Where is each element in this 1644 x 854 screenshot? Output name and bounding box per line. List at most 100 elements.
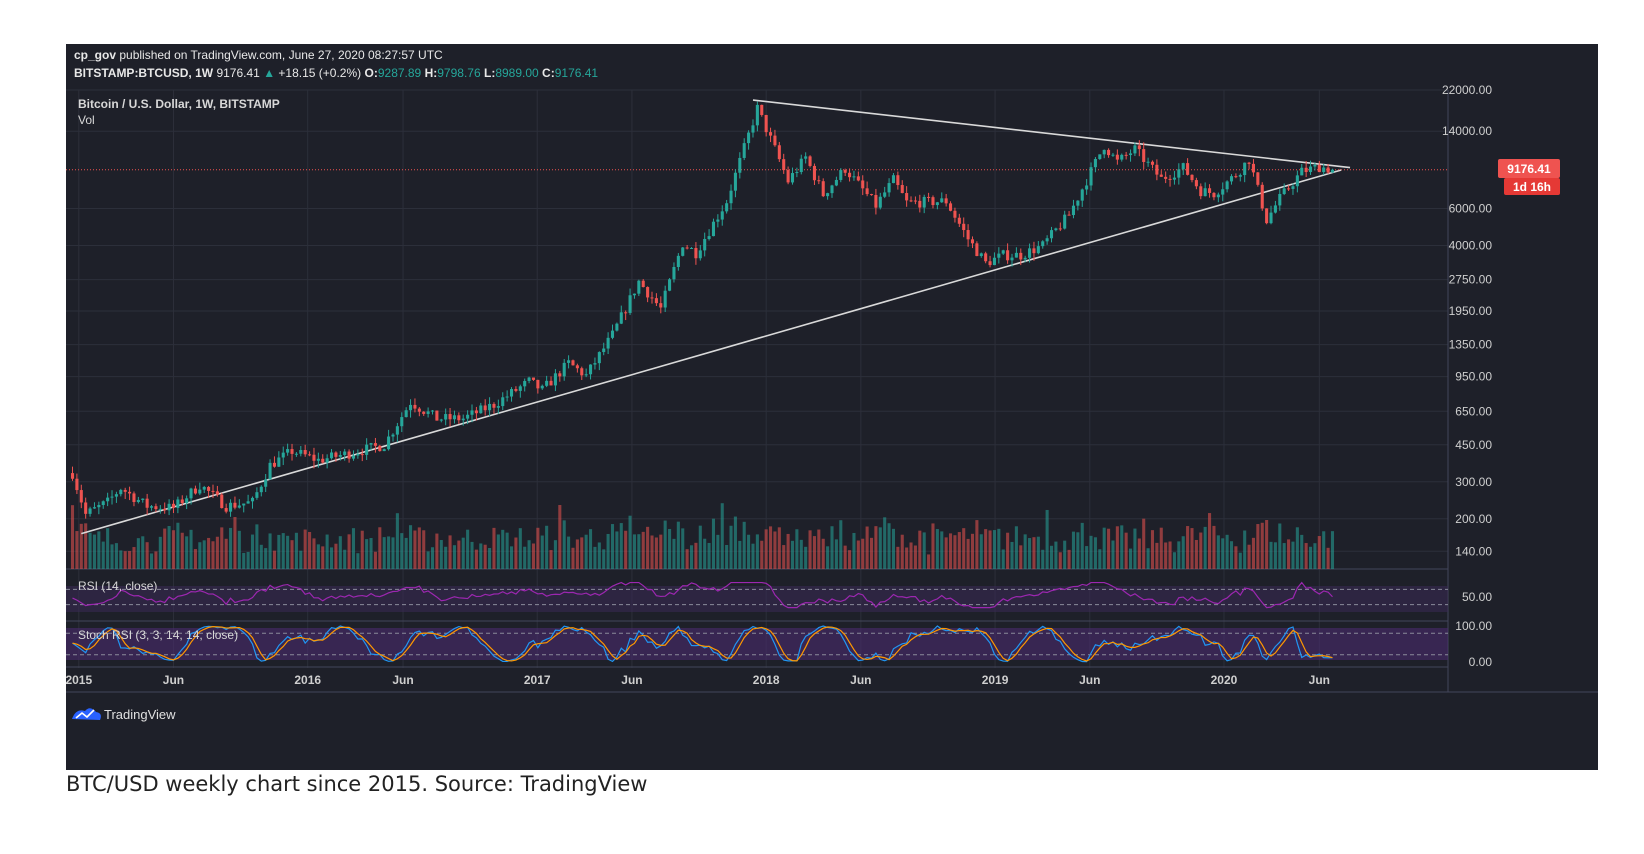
candle-body (1150, 161, 1155, 165)
candle-body (549, 380, 553, 386)
candle-body (1330, 169, 1335, 173)
candle-body (922, 196, 926, 208)
candle-body (1186, 163, 1190, 175)
volume-bar (760, 540, 764, 569)
candle-body (545, 380, 549, 386)
volume-bar (887, 523, 891, 569)
candle-body (641, 280, 645, 288)
candle-body (1278, 193, 1282, 206)
volume-bar (729, 525, 733, 569)
candle-body (360, 454, 364, 456)
candle-body (962, 223, 966, 231)
candle-body (1282, 188, 1286, 194)
candle-body (1243, 162, 1247, 176)
candle-body (435, 410, 439, 421)
volume-bar (391, 537, 395, 569)
volume-bar (299, 550, 303, 569)
candle-body (553, 373, 557, 386)
candle-body (198, 489, 202, 494)
candle-body (905, 193, 909, 201)
volume-bar (799, 539, 803, 569)
candle-body (496, 406, 500, 408)
volume-bar (711, 518, 716, 569)
volume-bar (167, 526, 171, 569)
volume-bar (176, 522, 180, 569)
candle-body (1093, 159, 1097, 168)
symbol-label[interactable]: BITSTAMP:BTCUSD, 1W (74, 66, 214, 80)
price-tick-label: 450.00 (1455, 438, 1492, 452)
volume-bar (659, 534, 663, 569)
volume-bar (430, 547, 435, 569)
volume-bar (1128, 548, 1133, 569)
candle-body (334, 452, 338, 457)
candle-body (163, 508, 167, 511)
candle-body (1023, 257, 1027, 260)
time-tick-label: 2018 (753, 673, 780, 687)
candles[interactable] (70, 101, 1335, 519)
volume-bar (180, 532, 184, 569)
volume-bar (900, 534, 904, 569)
volume-bar (619, 523, 623, 569)
volume-bar (1049, 545, 1054, 569)
candle-body (308, 454, 312, 456)
volume-bar (865, 526, 869, 569)
tradingview-logo[interactable]: TradingView (72, 707, 176, 722)
candle-body (1142, 149, 1146, 162)
volume-bar (641, 531, 645, 569)
candle-body (970, 239, 975, 244)
candle-body (751, 125, 755, 133)
volume-bar (1089, 535, 1093, 569)
candle-body (707, 236, 711, 240)
candle-body (145, 498, 149, 508)
volume-bar (1115, 526, 1119, 569)
price-axis[interactable]: 22000.00 14000.00 6000.00 4000.00 2750.00 195… (1442, 83, 1492, 669)
candle-body (470, 410, 474, 415)
time-axis[interactable]: 2015 Jun 2016 Jun 2017 Jun 2018 Jun 2019 Jun 2020 J… (66, 673, 1330, 687)
candle-body (185, 498, 189, 504)
candle-body (896, 175, 900, 186)
candle-body (900, 185, 904, 194)
candle-body (602, 348, 606, 353)
publisher-name[interactable]: cp_gov (74, 48, 117, 62)
candle-body (1058, 228, 1062, 230)
candle-body (387, 436, 391, 450)
volume-bar (567, 536, 571, 569)
close-value: 9176.41 (554, 66, 599, 80)
volume-bar (646, 526, 650, 569)
volume-bar (268, 533, 272, 569)
volume-bar (1168, 541, 1172, 569)
candle-body (1216, 194, 1220, 198)
trendlines[interactable] (66, 99, 1448, 535)
chart-canvas[interactable]: 22000.00 14000.00 6000.00 4000.00 2750.00 195… (66, 44, 1598, 770)
volume-bar (834, 539, 838, 569)
volume-bar (843, 545, 847, 569)
candle-body (672, 266, 676, 280)
volume-bar (571, 547, 575, 569)
candle-body (975, 243, 979, 257)
candle-body (558, 373, 562, 377)
candle-body (940, 198, 944, 203)
volume-bar (830, 526, 834, 569)
candle-body (747, 132, 751, 144)
candle-body (852, 176, 856, 178)
candle-body (663, 290, 667, 308)
volume-bar (1282, 543, 1286, 569)
candle-body (1115, 154, 1119, 160)
volume-bar (237, 530, 241, 569)
candle-body (830, 185, 834, 194)
candle-body (1308, 166, 1313, 173)
candle-body (1295, 175, 1299, 187)
candle-body (1265, 208, 1269, 224)
volume-bar (970, 533, 975, 569)
candle-body (1251, 163, 1255, 173)
candle-body (812, 165, 816, 181)
volume-bar (303, 529, 307, 569)
candle-body (233, 502, 237, 508)
volume-bar (1265, 519, 1269, 569)
volume-bar (1006, 532, 1010, 569)
candle-body (268, 462, 272, 480)
volume-bar (593, 546, 597, 569)
volume-bar (782, 545, 786, 569)
candle-body (1107, 149, 1111, 156)
candle-body (264, 479, 268, 487)
